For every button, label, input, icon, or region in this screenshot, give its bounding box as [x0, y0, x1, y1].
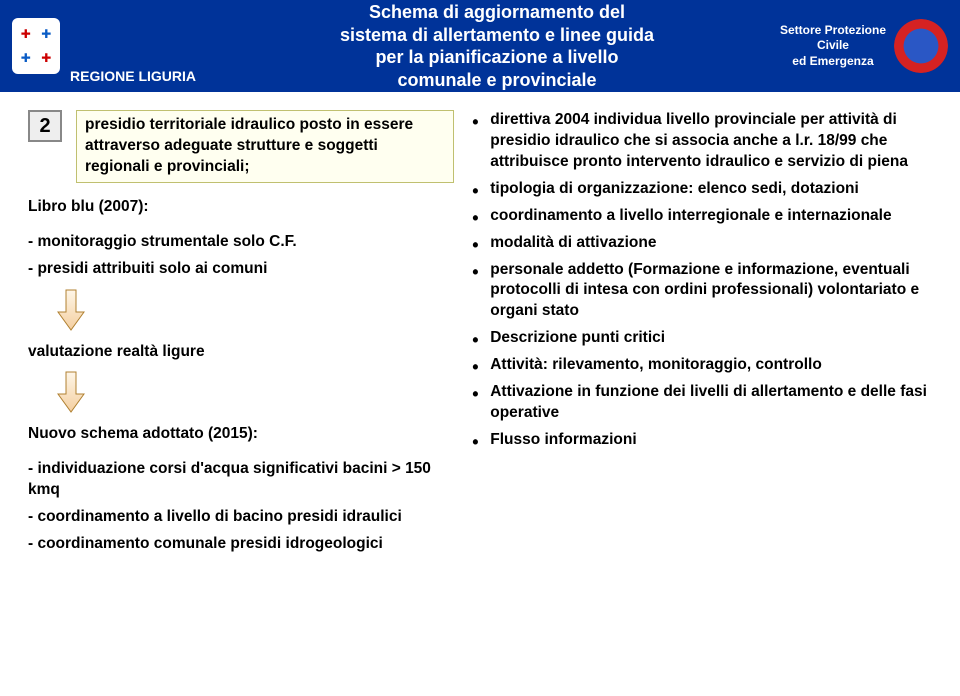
left-line: - individuazione corsi d'acqua significa… [28, 459, 454, 501]
down-arrow-icon [56, 370, 86, 414]
title-line: Schema di aggiornamento del [369, 2, 625, 22]
list-item: personale addetto (Formazione e informaz… [470, 260, 932, 323]
list-item: coordinamento a livello interregionale e… [470, 206, 932, 227]
list-item: Descrizione punti critici [470, 328, 932, 349]
intro-box: presidio territoriale idraulico posto in… [76, 110, 454, 183]
header-title: Schema di aggiornamento del sistema di a… [214, 1, 780, 91]
bullet-list: direttiva 2004 individua livello provinc… [470, 110, 932, 451]
left-line: - coordinamento a livello di bacino pres… [28, 507, 454, 528]
region-logo: ✚ ✚ ✚ ✚ [12, 18, 60, 74]
title-line: comunale e provinciale [397, 70, 596, 90]
header-right: Settore Protezione Civile ed Emergenza [780, 19, 948, 73]
left-line: Nuovo schema adottato (2015): [28, 424, 454, 445]
left-column: 2 presidio territoriale idraulico posto … [28, 110, 454, 561]
right-line: ed Emergenza [792, 54, 873, 68]
left-line: - presidi attribuiti solo ai comuni [28, 259, 454, 280]
left-line: - coordinamento comunale presidi idrogeo… [28, 534, 454, 555]
left-line: - monitoraggio strumentale solo C.F. [28, 232, 454, 253]
right-column: direttiva 2004 individua livello provinc… [470, 110, 932, 561]
page-header: ✚ ✚ ✚ ✚ REGIONE LIGURIA Schema di aggior… [0, 0, 960, 92]
list-item: Flusso informazioni [470, 430, 932, 451]
header-right-text: Settore Protezione Civile ed Emergenza [780, 23, 886, 70]
right-line: Civile [817, 38, 849, 52]
list-item: Attività: rilevamento, monitoraggio, con… [470, 355, 932, 376]
left-text-block: Libro blu (2007): - monitoraggio strumen… [28, 197, 454, 555]
list-item: Attivazione in funzione dei livelli di a… [470, 382, 932, 424]
list-item: direttiva 2004 individua livello provinc… [470, 110, 932, 173]
title-line: per la pianificazione a livello [375, 47, 618, 67]
left-line: valutazione realtà ligure [28, 342, 454, 363]
right-line: Settore Protezione [780, 23, 886, 37]
down-arrow-icon [56, 288, 86, 332]
left-line: Libro blu (2007): [28, 197, 454, 218]
content-area: 2 presidio territoriale idraulico posto … [0, 92, 960, 571]
region-label: REGIONE LIGURIA [70, 68, 196, 84]
list-item: tipologia di organizzazione: elenco sedi… [470, 179, 932, 200]
section-number-badge: 2 [28, 110, 62, 142]
title-line: sistema di allertamento e linee guida [340, 25, 654, 45]
shield-icon: ✚ ✚ ✚ ✚ [16, 23, 56, 69]
list-item: modalità di attivazione [470, 233, 932, 254]
protezione-civile-logo-icon [894, 19, 948, 73]
